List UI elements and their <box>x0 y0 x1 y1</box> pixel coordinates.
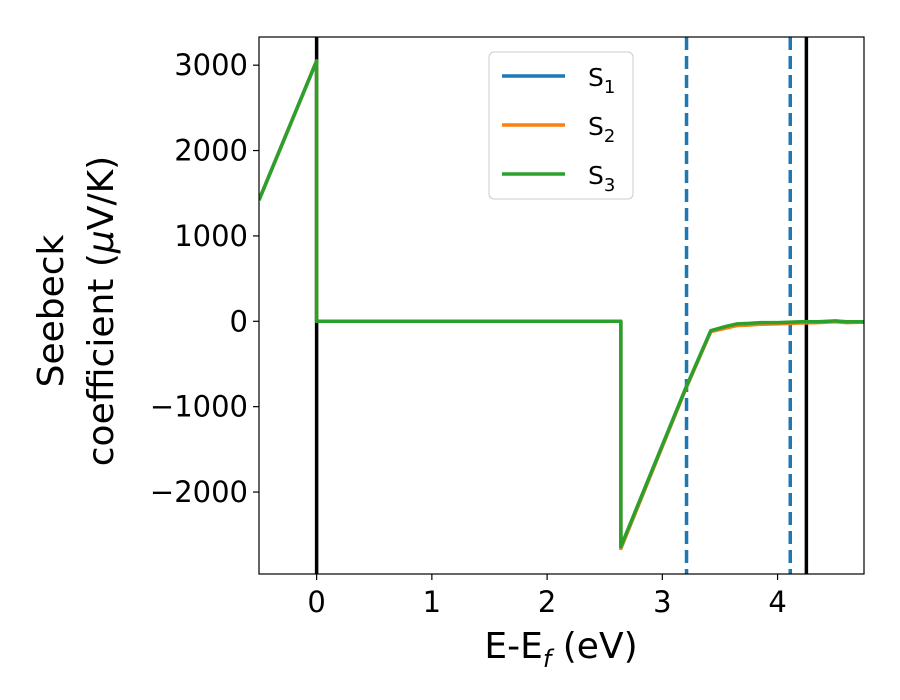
y-axis-ticks: 3000 2000 1000 0 −1000 −2000 <box>150 48 259 509</box>
y-axis-label-line1: Seebeck <box>31 234 72 387</box>
y-axis-label: Seebeck coefficient (μV/K) <box>31 156 122 466</box>
x-axis-label: E-Ef (eV) <box>484 626 637 673</box>
x-tick-label: 4 <box>768 585 786 619</box>
legend-label-s3: S3 <box>588 161 615 196</box>
legend-label-s2: S2 <box>588 112 615 147</box>
y-tick-label: −2000 <box>150 475 248 509</box>
y-tick-label: 2000 <box>174 134 248 168</box>
y-tick-label: 3000 <box>174 48 248 82</box>
x-axis-ticks: 0 1 2 3 4 <box>307 574 787 619</box>
y-tick-label: 1000 <box>174 219 248 253</box>
y-tick-label: 0 <box>230 304 248 338</box>
x-tick-label: 0 <box>307 585 325 619</box>
legend: S1 S2 S3 <box>488 51 634 200</box>
x-tick-label: 1 <box>423 585 441 619</box>
series-line-s3 <box>259 59 864 549</box>
plot-frame <box>258 36 865 575</box>
series-lines <box>259 59 864 551</box>
x-tick-label: 3 <box>653 585 671 619</box>
y-tick-label: −1000 <box>150 390 248 424</box>
y-axis-label-line2: coefficient (μV/K) <box>81 156 122 466</box>
x-tick-label: 2 <box>538 585 556 619</box>
legend-label-s1: S1 <box>588 63 615 98</box>
